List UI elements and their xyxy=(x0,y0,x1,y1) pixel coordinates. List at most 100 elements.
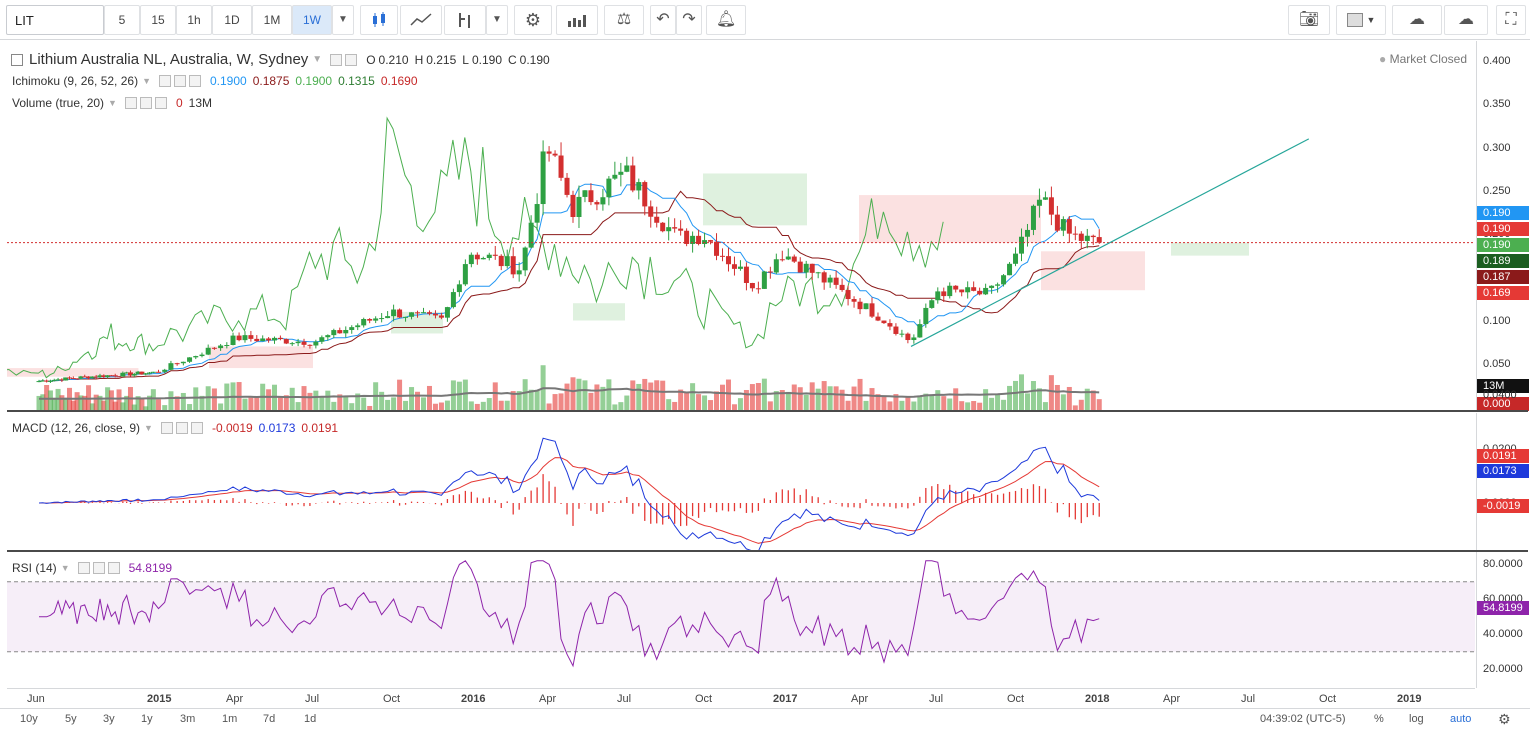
redo-button[interactable]: ↷ xyxy=(676,5,702,35)
eye-icon[interactable] xyxy=(160,422,173,434)
time-tick: Apr xyxy=(851,693,869,705)
compare-scale-button[interactable]: ⚖ xyxy=(604,5,644,35)
interval-dropdown-button[interactable]: ▼ xyxy=(332,5,354,35)
close-icon[interactable] xyxy=(190,422,203,434)
volume-bar xyxy=(1066,386,1072,410)
close-icon[interactable] xyxy=(345,53,358,66)
candle-body xyxy=(857,301,863,310)
volume-bar xyxy=(444,400,450,410)
indicators-dropdown-button[interactable]: ▼ xyxy=(486,5,508,35)
settings-button[interactable]: ⚙ xyxy=(514,5,552,35)
eye-icon[interactable] xyxy=(124,97,137,109)
interval-1h[interactable]: 1h xyxy=(176,5,212,35)
range-1d[interactable]: 1d xyxy=(304,713,317,725)
macd-chart[interactable] xyxy=(7,413,1475,550)
chart-style-candles-button[interactable] xyxy=(360,5,398,35)
layout-icon xyxy=(1346,13,1363,27)
volume-bar xyxy=(923,393,929,410)
volume-bar xyxy=(379,391,385,410)
candle-body xyxy=(899,333,905,335)
volume-bar xyxy=(893,394,899,410)
volume-bar xyxy=(242,398,248,410)
chevron-down-icon[interactable]: ▼ xyxy=(144,423,153,433)
candle-body xyxy=(355,325,361,328)
chevron-down-icon[interactable]: ▼ xyxy=(312,54,323,65)
pane-divider[interactable] xyxy=(7,550,1528,552)
eye-icon[interactable] xyxy=(77,562,90,574)
candle-body xyxy=(672,227,678,229)
compare-button[interactable] xyxy=(400,5,442,35)
macd-histogram xyxy=(42,474,1100,527)
close-icon[interactable] xyxy=(107,562,120,574)
settings-icon[interactable] xyxy=(92,562,105,574)
rsi-pane[interactable]: RSI (14) ▼ 54.8199 xyxy=(7,552,1475,688)
macd-pane[interactable]: MACD (12, 26, close, 9) ▼ -0.0019 0.0173… xyxy=(7,413,1475,550)
candle-body xyxy=(51,379,57,381)
snapshot-button[interactable]: 📷︎ xyxy=(1288,5,1330,35)
rsi-axis[interactable]: 80.0000 60.0000 40.0000 20.0000 54.8199 xyxy=(1476,552,1529,688)
financials-button[interactable] xyxy=(556,5,598,35)
range-5y[interactable]: 5y xyxy=(65,713,77,725)
eye-icon[interactable] xyxy=(159,75,171,87)
close-icon[interactable] xyxy=(189,75,201,87)
candle-body xyxy=(714,241,720,256)
symbol-search-input[interactable]: LIT xyxy=(6,5,104,35)
save-chart-button[interactable]: ☁ xyxy=(1444,5,1488,35)
volume-bar xyxy=(116,389,122,410)
interval-15[interactable]: 15 xyxy=(140,5,176,35)
price-axis[interactable]: 0.4000.3500.3000.2500.2000.1500.1000.050… xyxy=(1476,41,1529,413)
volume-bar xyxy=(498,400,504,410)
range-1y[interactable]: 1y xyxy=(141,713,153,725)
range-3y[interactable]: 3y xyxy=(103,713,115,725)
volume-bar xyxy=(815,388,821,410)
volume-bar xyxy=(361,397,367,410)
auto-toggle[interactable]: auto xyxy=(1450,713,1472,725)
range-1m[interactable]: 1m xyxy=(222,713,238,725)
price-chart[interactable] xyxy=(7,41,1475,410)
candle-body xyxy=(254,338,260,342)
volume-bar xyxy=(97,395,103,410)
pane-divider[interactable] xyxy=(7,410,1528,412)
settings-icon[interactable] xyxy=(174,75,186,87)
range-3m[interactable]: 3m xyxy=(180,713,196,725)
volume-bar xyxy=(725,379,731,410)
volume-bar xyxy=(78,395,84,410)
indicators-button[interactable] xyxy=(444,5,486,35)
candle-body xyxy=(917,324,923,338)
volume-bar xyxy=(331,401,337,410)
layout-button[interactable]: ▼ xyxy=(1336,5,1386,35)
range-7d[interactable]: 7d xyxy=(263,713,276,725)
time-axis[interactable]: Jun 2015 Apr Jul Oct 2016 Apr Jul Oct 2017 Apr Jul O… xyxy=(7,688,1475,708)
settings-icon[interactable] xyxy=(175,422,188,434)
alert-button[interactable]: 🔔︎ xyxy=(706,5,746,35)
scale-icon: ⚖ xyxy=(616,11,632,28)
load-chart-button[interactable]: ☁ xyxy=(1392,5,1442,35)
collapse-icon[interactable] xyxy=(11,53,23,66)
close-icon[interactable] xyxy=(154,97,167,109)
volume-bar xyxy=(1030,381,1036,410)
fullscreen-button[interactable]: ⛶ xyxy=(1496,5,1526,35)
volume-bar xyxy=(648,382,654,410)
chevron-down-icon[interactable]: ▼ xyxy=(60,563,70,573)
price-pane[interactable]: Lithium Australia NL, Australia, W, Sydn… xyxy=(7,41,1475,410)
settings-icon[interactable] xyxy=(330,53,343,66)
chevron-down-icon[interactable]: ▼ xyxy=(108,98,117,108)
interval-1m[interactable]: 1M xyxy=(252,5,292,35)
range-10y[interactable]: 10y xyxy=(20,713,38,725)
chevron-down-icon[interactable]: ▼ xyxy=(142,76,151,86)
volume-bar xyxy=(1042,402,1048,410)
candle-body xyxy=(86,376,92,379)
interval-1d[interactable]: 1D xyxy=(212,5,252,35)
settings-icon[interactable] xyxy=(139,97,152,109)
macd-legend: MACD (12, 26, close, 9) ▼ -0.0019 0.0173… xyxy=(12,421,338,435)
macd-axis[interactable]: 0.04000.02000.0000-0.02000.01910.0173-0.… xyxy=(1476,389,1529,563)
gear-icon[interactable]: ⚙ xyxy=(1498,711,1511,727)
candle-body xyxy=(827,277,833,283)
undo-button[interactable]: ↶ xyxy=(650,5,676,35)
percent-toggle[interactable]: % xyxy=(1374,713,1384,725)
rsi-chart[interactable] xyxy=(7,552,1475,688)
interval-5[interactable]: 5 xyxy=(104,5,140,35)
log-toggle[interactable]: log xyxy=(1409,713,1424,725)
interval-1w[interactable]: 1W xyxy=(292,5,332,35)
candle-body xyxy=(44,380,50,382)
